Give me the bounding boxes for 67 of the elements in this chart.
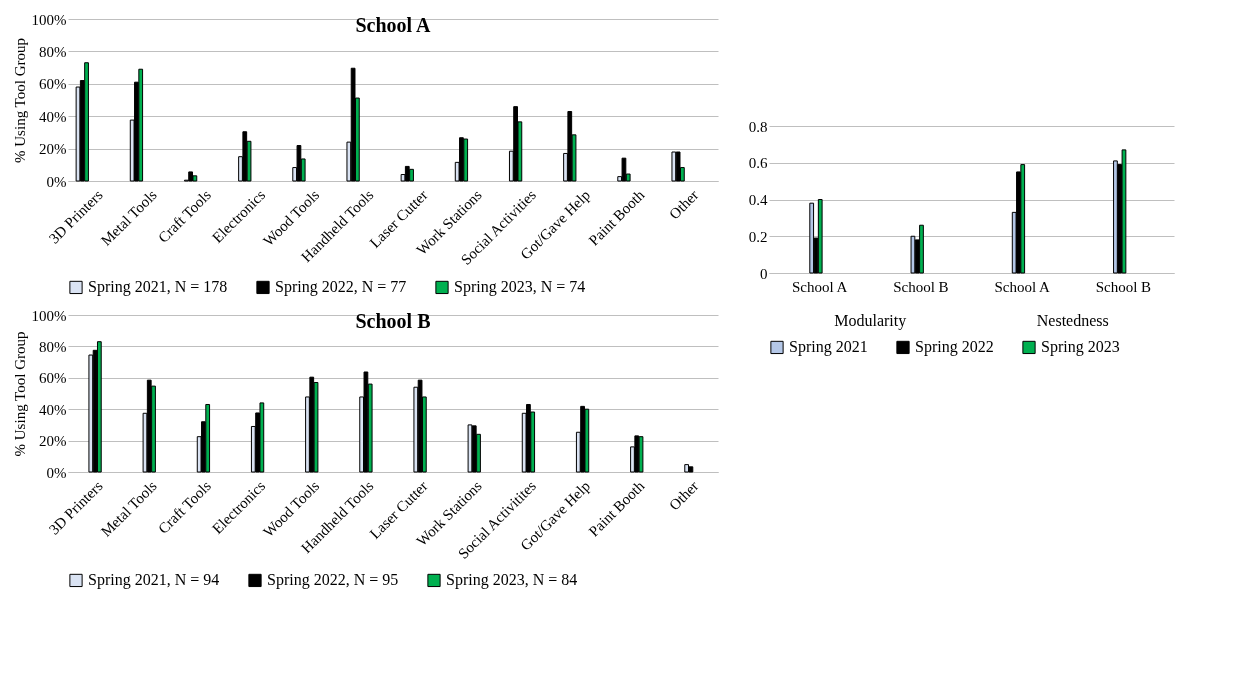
- bar: [96, 341, 102, 473]
- bar: [242, 131, 248, 182]
- bar: [404, 165, 410, 182]
- x-tick-label: School A: [994, 278, 1050, 295]
- bar: [205, 403, 211, 473]
- legend-label: Spring 2021, N = 94: [88, 571, 220, 590]
- bar: [1121, 149, 1127, 274]
- y-tick-label: 60%: [39, 370, 67, 387]
- y-axis-title: % Using Tool Group: [11, 331, 28, 457]
- bar: [671, 151, 677, 182]
- bar: [910, 235, 916, 274]
- y-tick-label: 100%: [31, 307, 67, 324]
- bar: [467, 424, 473, 473]
- bar: [684, 464, 690, 473]
- bar: [584, 408, 590, 473]
- y-tick-label: 0%: [46, 464, 67, 481]
- y-tick-label: 20%: [39, 141, 67, 158]
- bar: [471, 425, 477, 473]
- y-tick-label: 0.8: [748, 118, 768, 135]
- bar: [567, 111, 573, 182]
- legend-label: Spring 2023: [1041, 338, 1120, 357]
- bar: [350, 67, 356, 182]
- y-axis-title: % Using Tool Group: [11, 38, 28, 163]
- y-tick-label: 0%: [46, 173, 67, 190]
- bar: [919, 224, 924, 274]
- bar: [675, 151, 681, 182]
- y-tick-label: 40%: [39, 401, 67, 418]
- chart-title: School B: [355, 310, 431, 332]
- y-tick-label: 0.6: [748, 155, 768, 172]
- bar: [1020, 164, 1026, 274]
- chart-title: School A: [355, 14, 432, 36]
- bar: [84, 62, 89, 182]
- y-tick-label: 0.2: [748, 228, 768, 245]
- y-tick-label: 80%: [39, 43, 67, 60]
- legend-label: Spring 2022: [915, 338, 994, 357]
- legend-label: Spring 2022, N = 95: [267, 571, 399, 590]
- y-tick-label: 0.4: [748, 192, 768, 208]
- bar: [188, 171, 193, 182]
- bar: [138, 68, 144, 182]
- bar: [363, 371, 369, 473]
- bar: [88, 354, 94, 473]
- bar: [463, 138, 469, 182]
- legend-label: Spring 2022, N = 77: [275, 278, 407, 297]
- bar: [638, 436, 644, 473]
- y-tick-label: 40%: [39, 108, 67, 125]
- text: Nestedness: [1036, 312, 1109, 329]
- bar: [409, 168, 414, 182]
- bar: [296, 145, 302, 182]
- x-tick-label: School A: [791, 278, 848, 295]
- y-tick-label: 20%: [39, 433, 67, 450]
- y-tick-label: 0: [760, 265, 768, 282]
- bar: [259, 402, 265, 473]
- y-tick-label: 60%: [39, 76, 67, 93]
- text: Modularity: [834, 312, 907, 330]
- legend-label: Spring 2023, N = 84: [446, 571, 578, 590]
- y-tick-label: 80%: [39, 338, 67, 355]
- x-tick-label: School B: [893, 278, 949, 295]
- legend-label: Spring 2021, N = 178: [88, 278, 228, 297]
- bar: [809, 202, 815, 274]
- bar: [192, 175, 198, 182]
- x-tick-label: School B: [1095, 278, 1152, 295]
- legend-label: Spring 2021: [789, 338, 868, 357]
- legend-label: Spring 2023, N = 74: [454, 278, 586, 297]
- y-tick-label: 100%: [31, 11, 67, 28]
- bar: [817, 199, 823, 274]
- bar: [621, 157, 627, 182]
- bar: [688, 466, 694, 473]
